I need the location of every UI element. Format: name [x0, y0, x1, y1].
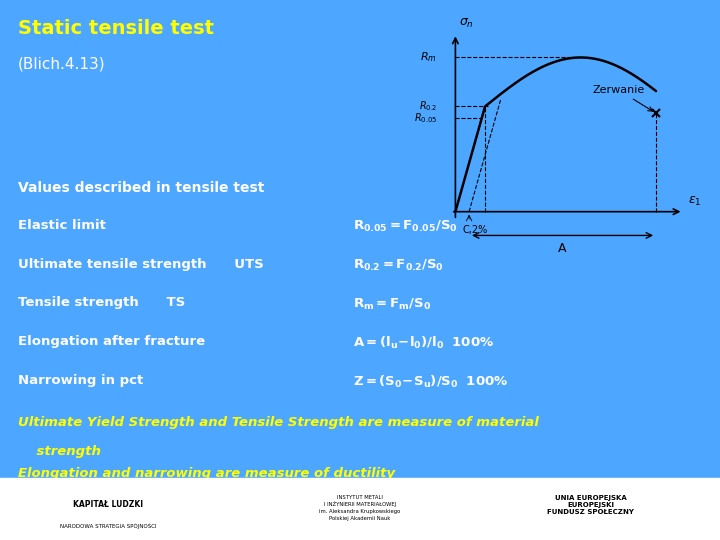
Text: $R_{0.2}$: $R_{0.2}$	[418, 99, 437, 113]
Text: strength: strength	[18, 446, 101, 458]
Text: $R_m$: $R_m$	[420, 51, 437, 64]
Text: $R_{0.05}$: $R_{0.05}$	[414, 111, 437, 125]
Text: Elongation and narrowing are measure of ductility: Elongation and narrowing are measure of …	[18, 467, 395, 480]
Text: $\mathbf{R_{0.05} = F_{0.05}/S_0}$: $\mathbf{R_{0.05} = F_{0.05}/S_0}$	[353, 219, 457, 234]
Text: Zerwanie: Zerwanie	[592, 85, 652, 111]
Text: INSTYTUT METALI
I INŻYNIERII MATERIAŁOWEJ
im. Aleksandra Krupkowskiego
Polskiej : INSTYTUT METALI I INŻYNIERII MATERIAŁOWE…	[320, 495, 400, 521]
Text: UNIA EUROPEJSKA
EUROPEJSKI
FUNDUSZ SPOŁECZNY: UNIA EUROPEJSKA EUROPEJSKI FUNDUSZ SPOŁE…	[547, 495, 634, 515]
Text: Narrowing in pct: Narrowing in pct	[18, 374, 143, 387]
Text: $\varepsilon_1$: $\varepsilon_1$	[688, 195, 701, 208]
Text: C,2%: C,2%	[462, 225, 487, 235]
Text: Elongation after fracture: Elongation after fracture	[18, 335, 205, 348]
Text: $\mathbf{R_m = F_m/S_0}$: $\mathbf{R_m = F_m/S_0}$	[353, 296, 431, 312]
Text: $\sigma_n$: $\sigma_n$	[459, 17, 474, 30]
Text: Values described in tensile test: Values described in tensile test	[18, 181, 264, 195]
Text: Ultimate tensile strength      UTS: Ultimate tensile strength UTS	[18, 258, 264, 271]
Text: A: A	[558, 242, 567, 255]
Text: Tensile strength      TS: Tensile strength TS	[18, 296, 185, 309]
Text: (Blich.4.13): (Blich.4.13)	[18, 57, 106, 72]
Text: $\mathbf{Z = (S_0\!-\!S_u)/S_0\ \ 100\%}$: $\mathbf{Z = (S_0\!-\!S_u)/S_0\ \ 100\%}…	[353, 374, 508, 390]
Text: Static tensile test: Static tensile test	[18, 19, 214, 38]
Text: $\mathbf{A = (l_u\!-\!l_0)/l_0\ \ 100\%}$: $\mathbf{A = (l_u\!-\!l_0)/l_0\ \ 100\%}…	[353, 335, 494, 352]
Text: KAPITAŁ LUDZKI: KAPITAŁ LUDZKI	[73, 501, 143, 509]
Bar	[0, 478, 720, 540]
Text: NARODOWA STRATEGIA SPÓJNOŚCI: NARODOWA STRATEGIA SPÓJNOŚCI	[60, 523, 156, 530]
Text: $\mathbf{R_{0.2} = F_{0.2}/S_0}$: $\mathbf{R_{0.2} = F_{0.2}/S_0}$	[353, 258, 444, 273]
Text: Ultimate Yield Strength and Tensile Strength are measure of material: Ultimate Yield Strength and Tensile Stre…	[18, 416, 539, 429]
Text: Elastic limit: Elastic limit	[18, 219, 106, 232]
